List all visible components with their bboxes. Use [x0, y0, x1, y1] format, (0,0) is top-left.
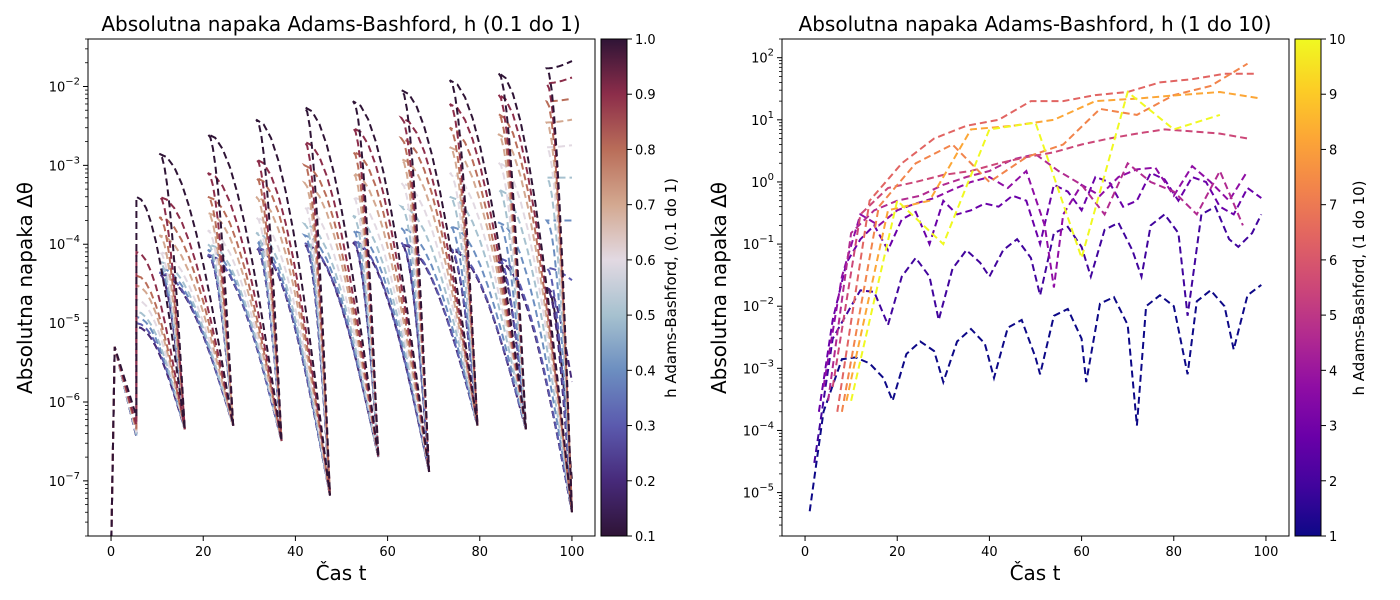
series-h-0.8 — [110, 97, 573, 536]
colorbar-tick-label: 5 — [1329, 309, 1337, 324]
colorbar-tick-label: 1 — [1329, 530, 1337, 545]
y-tick-label: 10−4 — [743, 420, 774, 439]
chart-1-x-ticks: 0 20 40 60 80 100 — [107, 536, 584, 560]
colorbar-tick-label: 9 — [1329, 88, 1337, 103]
series-h-3 — [817, 171, 1262, 412]
colorbar-tick-label: 0.6 — [635, 254, 656, 269]
colorbar-tick-label: 0.7 — [635, 199, 656, 214]
series-h-7 — [836, 72, 1257, 412]
chart-1-x-label: Čas t — [316, 561, 367, 585]
chart-1-colorbar-ticks: 0.1 0.2 0.3 0.4 0.5 0.6 0.7 0.8 0.9 1.0 — [627, 33, 656, 545]
colorbar-tick-label: 2 — [1329, 475, 1337, 490]
series-h-10 — [850, 90, 1221, 402]
y-tick-label: 10−6 — [49, 392, 80, 411]
chart-2-colorbar-label: h Adams-Bashford, (1 do 10) — [1350, 180, 1368, 395]
series-h-5 — [827, 153, 1244, 401]
chart-2-y-ticks: 10−5 10−4 10−3 10−2 10−1 100 101 102 — [743, 38, 782, 537]
chart-1-title: Absolutna napaka Adams-Bashford, h (0.1 … — [101, 12, 580, 36]
y-tick-label: 100 — [751, 172, 774, 191]
chart-2-x-label: Čas t — [1010, 561, 1061, 585]
chart-1-y-label: Absolutna napaka Δθ — [13, 182, 37, 394]
colorbar-tick-label: 6 — [1329, 254, 1337, 269]
colorbar-tick-label: 0.4 — [635, 364, 656, 379]
colorbar-tick-label: 8 — [1329, 143, 1337, 158]
colorbar-tick-label: 3 — [1329, 420, 1337, 435]
series-h-0.6 — [110, 144, 573, 536]
chart-2-colorbar-ticks: 1 2 3 4 5 6 7 8 9 10 — [1321, 33, 1346, 545]
colorbar-tick-label: 0.8 — [635, 143, 656, 158]
x-tick-label: 100 — [1254, 545, 1279, 560]
x-tick-label: 40 — [981, 545, 998, 560]
series-h-1 — [808, 284, 1262, 512]
chart-2: Absolutna napaka Adams-Bashford, h (1 do… — [707, 12, 1368, 585]
y-tick-label: 10−3 — [49, 155, 80, 174]
y-tick-label: 10−7 — [49, 471, 80, 490]
chart-1-y-ticks: 10−7 10−6 10−5 10−4 10−3 10−2 — [49, 38, 88, 537]
chart-2-x-ticks: 0 20 40 60 80 100 — [801, 536, 1278, 560]
series-h-0.9 — [110, 76, 573, 536]
chart-1-colorbar — [600, 38, 628, 537]
chart-1-plot-frame — [87, 38, 596, 537]
x-tick-label: 60 — [1073, 545, 1090, 560]
colorbar-tick-label: 0.9 — [635, 88, 656, 103]
y-tick-label: 10−5 — [49, 313, 80, 332]
series-h-8 — [840, 62, 1249, 412]
y-tick-label: 101 — [751, 110, 774, 129]
colorbar-tick-label: 0.3 — [635, 420, 656, 435]
x-tick-label: 80 — [1165, 545, 1182, 560]
x-tick-label: 80 — [471, 545, 488, 560]
chart-2-title: Absolutna napaka Adams-Bashford, h (1 do… — [799, 12, 1272, 36]
x-tick-label: 0 — [801, 545, 809, 560]
x-tick-label: 100 — [560, 545, 585, 560]
colorbar-tick-label: 0.2 — [635, 475, 656, 490]
chart-2-plot-frame — [781, 38, 1290, 537]
y-tick-label: 10−3 — [743, 358, 774, 377]
y-tick-label: 10−2 — [743, 296, 774, 315]
y-tick-label: 102 — [751, 48, 774, 67]
y-tick-label: 10−5 — [743, 483, 774, 502]
y-tick-label: 10−4 — [49, 234, 80, 253]
colorbar-tick-label: 0.5 — [635, 309, 656, 324]
x-tick-label: 20 — [889, 545, 906, 560]
colorbar-tick-label: 10 — [1329, 33, 1346, 48]
y-tick-label: 10−2 — [49, 76, 80, 95]
colorbar-tick-label: 7 — [1329, 199, 1337, 214]
chart-2-series-group — [808, 62, 1263, 512]
x-tick-label: 20 — [195, 545, 212, 560]
x-tick-label: 0 — [107, 545, 115, 560]
colorbar-tick-label: 1.0 — [635, 33, 656, 48]
x-tick-label: 60 — [379, 545, 396, 560]
x-tick-label: 40 — [287, 545, 304, 560]
series-h-9 — [845, 90, 1262, 402]
chart-1-series-group — [110, 60, 573, 536]
chart-1-colorbar-label: h Adams-Bashford, (0.1 do 1) — [662, 178, 680, 398]
chart-1: Absolutna napaka Adams-Bashford, h (0.1 … — [13, 12, 680, 585]
colorbar-tick-label: 0.1 — [635, 530, 656, 545]
series-h-4 — [822, 164, 1249, 388]
series-h-1 — [110, 60, 573, 536]
colorbar-tick-label: 4 — [1329, 364, 1337, 379]
y-tick-label: 10−1 — [743, 234, 774, 253]
chart-2-y-label: Absolutna napaka Δθ — [707, 182, 731, 394]
series-h-0.7 — [110, 118, 573, 536]
series-h-6 — [831, 128, 1248, 388]
chart-2-colorbar — [1294, 38, 1322, 537]
